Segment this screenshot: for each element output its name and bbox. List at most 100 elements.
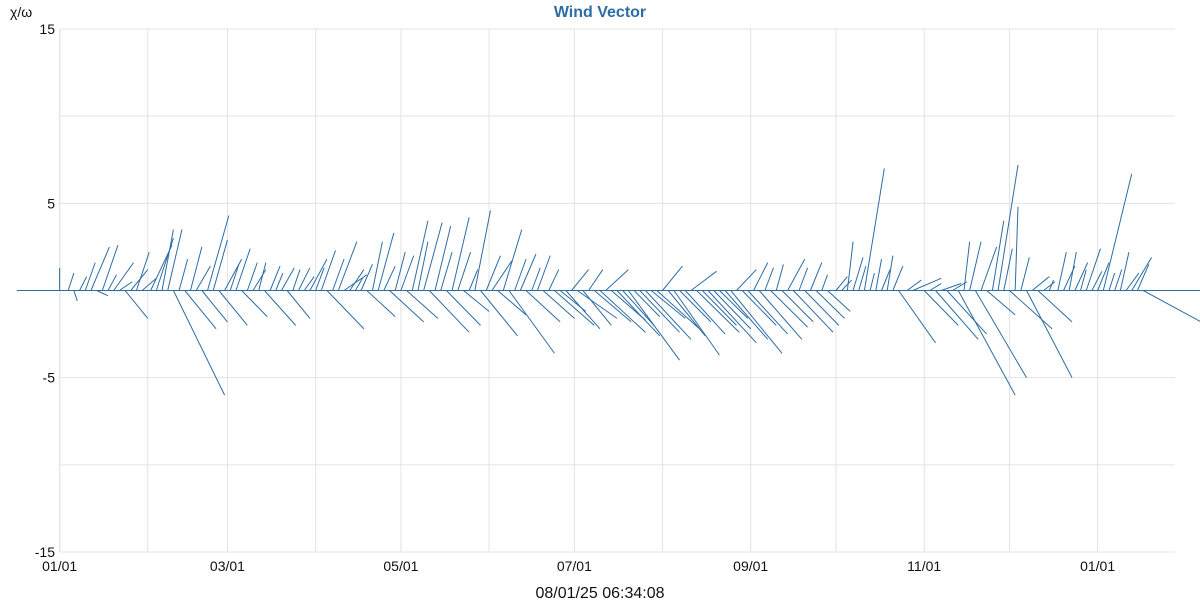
timestamp-label: 08/01/25 06:34:08 — [535, 585, 664, 600]
wind-vector — [645, 290, 692, 340]
wind-vector — [1014, 206, 1019, 291]
wind-vector — [141, 277, 157, 291]
wind-vector — [588, 269, 604, 291]
wind-vector — [679, 290, 712, 323]
wind-vector — [161, 229, 174, 291]
wind-vector — [571, 269, 589, 291]
wind-vector — [946, 290, 988, 335]
wind-vector — [519, 253, 537, 291]
wind-vector — [730, 290, 783, 354]
wind-vector — [792, 290, 834, 333]
wind-vector — [531, 267, 541, 291]
wind-vector — [667, 290, 706, 337]
wind-vector — [178, 258, 189, 291]
wind-vector — [246, 262, 258, 291]
wind-vector — [411, 220, 429, 291]
wind-vector — [189, 246, 203, 291]
wind-vector — [491, 260, 513, 291]
wind-vector — [696, 290, 740, 333]
wind-vector — [371, 241, 383, 291]
wind-vector — [326, 290, 365, 330]
wind-vector — [67, 272, 75, 291]
wind-vector — [815, 290, 845, 319]
wind-vector — [1068, 252, 1077, 291]
wind-vector — [935, 290, 979, 340]
wind-vector — [1091, 271, 1103, 291]
wind-vector — [542, 290, 575, 319]
wind-vector — [980, 246, 998, 291]
wind-vector — [1080, 269, 1087, 291]
wind-vector — [258, 262, 267, 291]
wind-vector — [417, 241, 429, 291]
wind-vector — [119, 281, 133, 291]
wind-vector — [593, 290, 632, 323]
wind-vector — [881, 269, 891, 291]
wind-vector — [1048, 279, 1055, 291]
wind-vector — [229, 264, 240, 291]
wind-vector — [929, 283, 942, 291]
wind-vector — [1009, 290, 1053, 330]
wind-vector — [377, 232, 395, 291]
wind-vector — [252, 269, 267, 291]
wind-vector — [474, 210, 491, 291]
wind-vector — [770, 290, 808, 328]
wind-vector — [446, 290, 481, 326]
wind-vector — [269, 265, 281, 291]
wind-vector — [135, 251, 150, 291]
wind-vector — [639, 290, 680, 333]
wind-vector — [628, 290, 680, 361]
wind-vector — [360, 264, 373, 291]
wind-vector — [167, 229, 183, 291]
wind-vector — [303, 276, 315, 291]
wind-vector — [155, 238, 174, 291]
wind-vector — [548, 269, 560, 291]
wind-vector — [107, 274, 117, 291]
wind-vector — [991, 220, 1005, 291]
wind-vector — [781, 290, 814, 323]
wind-vector — [673, 290, 720, 356]
wind-vector — [332, 258, 345, 291]
wind-vector — [622, 290, 655, 326]
wind-vector-series — [17, 164, 1200, 396]
wind-vector — [912, 277, 942, 291]
wind-vector — [525, 290, 561, 323]
wind-vector — [986, 290, 1016, 316]
wind-vector — [707, 290, 757, 344]
wind-vector — [113, 262, 135, 291]
wind-vector — [1085, 248, 1101, 291]
wind-vector — [497, 290, 527, 316]
wind-vector — [337, 241, 358, 291]
wind-vector — [841, 279, 853, 291]
wind-vector — [576, 290, 618, 319]
wind-vector — [656, 290, 700, 330]
wind-vector — [821, 274, 828, 291]
wind-vector — [684, 290, 726, 335]
wind-vector — [869, 272, 875, 291]
wind-vector — [1057, 252, 1067, 291]
wind-vector — [536, 255, 551, 291]
wind-vector — [1043, 281, 1056, 291]
wind-vector — [90, 246, 110, 291]
wind-vector — [997, 164, 1019, 291]
wind-vector — [1142, 290, 1200, 322]
wind-vector — [1136, 264, 1150, 291]
wind-vector — [457, 251, 472, 291]
wind-vector — [434, 225, 452, 291]
wind-vector — [1003, 248, 1013, 291]
wind-vector — [212, 239, 228, 291]
x-tick-label: 09/01 — [733, 558, 768, 574]
wind-vector — [96, 290, 109, 297]
wind-vector — [787, 258, 806, 291]
wind-vector — [662, 265, 683, 291]
x-tick-label: 03/01 — [210, 558, 245, 574]
wind-vector — [963, 241, 971, 291]
wind-vector — [736, 269, 757, 291]
wind-vector — [451, 217, 470, 291]
wind-vector — [941, 283, 962, 291]
x-tick-label: 01/01 — [1080, 558, 1115, 574]
wind-vector — [400, 255, 415, 291]
wind-vector — [130, 269, 149, 291]
wind-vector — [1074, 262, 1089, 291]
wind-vector — [747, 290, 789, 335]
